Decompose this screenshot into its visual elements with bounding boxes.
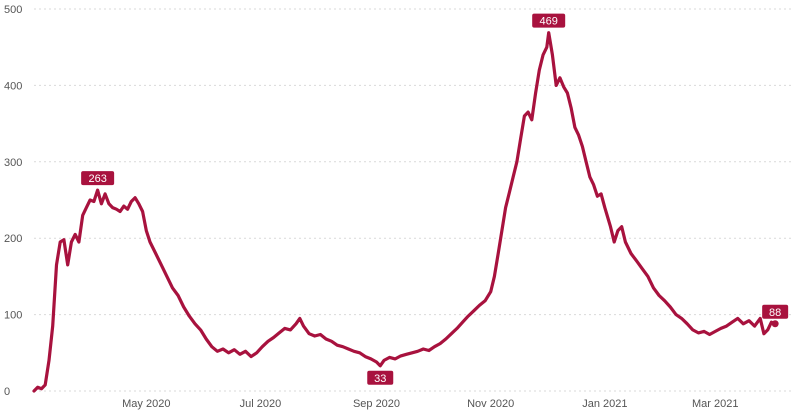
value-callout: 469 bbox=[532, 13, 566, 28]
x-axis: May 2020 Jul 2020 Sep 2020 Nov 2020 Jan 2021… bbox=[122, 398, 738, 410]
callout-box bbox=[762, 304, 789, 319]
value-callout: 33 bbox=[367, 370, 394, 385]
x-tick-label: Mar 2021 bbox=[692, 398, 738, 410]
y-tick-label: 0 bbox=[4, 386, 10, 398]
grid-lines bbox=[34, 8, 792, 392]
annotations-layer: 263 469 33 88 bbox=[81, 13, 789, 385]
y-tick-label: 400 bbox=[4, 80, 22, 92]
callout-label: 263 bbox=[88, 173, 106, 185]
series-layer bbox=[32, 31, 777, 393]
callout-label: 469 bbox=[540, 16, 558, 28]
callout-box bbox=[532, 13, 566, 28]
y-axis: 0 100 200 300 400 500 bbox=[4, 4, 22, 398]
y-tick-label: 500 bbox=[4, 4, 22, 16]
y-tick-label: 200 bbox=[4, 233, 22, 245]
end-point-marker bbox=[771, 320, 779, 328]
y-tick-label: 300 bbox=[4, 157, 22, 169]
series-line-0 bbox=[32, 31, 777, 393]
x-tick-label: May 2020 bbox=[122, 398, 170, 410]
callout-box bbox=[367, 370, 394, 385]
x-tick-label: Jan 2021 bbox=[582, 398, 627, 410]
y-tick-label: 100 bbox=[4, 310, 22, 322]
value-callout: 263 bbox=[81, 171, 115, 186]
x-tick-label: Sep 2020 bbox=[353, 398, 400, 410]
x-tick-label: Nov 2020 bbox=[467, 398, 514, 410]
callout-label: 33 bbox=[374, 373, 386, 385]
callout-box bbox=[81, 171, 115, 186]
x-tick-label: Jul 2020 bbox=[240, 398, 282, 410]
callout-label: 88 bbox=[769, 307, 781, 319]
value-callout: 88 bbox=[762, 304, 789, 328]
